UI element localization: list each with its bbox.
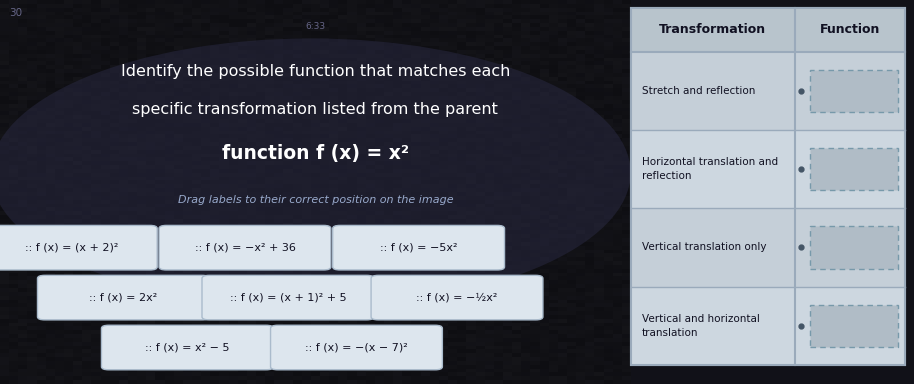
FancyBboxPatch shape [159, 225, 331, 270]
Bar [631, 208, 905, 286]
FancyBboxPatch shape [37, 275, 209, 320]
Bar [810, 148, 898, 190]
Bar [810, 226, 898, 268]
Text: Stretch and reflection: Stretch and reflection [642, 86, 755, 96]
FancyBboxPatch shape [271, 325, 442, 370]
Text: Identify the possible function that matches each: Identify the possible function that matc… [121, 63, 510, 79]
Bar [631, 8, 905, 365]
Bar [631, 8, 905, 52]
Text: specific transformation listed from the parent: specific transformation listed from the … [133, 102, 498, 117]
FancyBboxPatch shape [371, 275, 543, 320]
FancyBboxPatch shape [0, 225, 157, 270]
Text: 6:33: 6:33 [305, 22, 325, 31]
Text: :: f (x) = −5x²: :: f (x) = −5x² [380, 243, 457, 253]
Bar [810, 305, 898, 347]
Text: Drag labels to their correct position on the image: Drag labels to their correct position on… [177, 195, 453, 205]
Text: 30: 30 [9, 8, 22, 18]
Text: Transformation: Transformation [659, 23, 767, 36]
Bar [631, 286, 905, 365]
Text: :: f (x) = −(x − 7)²: :: f (x) = −(x − 7)² [305, 343, 408, 353]
FancyBboxPatch shape [333, 225, 505, 270]
Text: :: f (x) = 2x²: :: f (x) = 2x² [90, 293, 157, 303]
Text: :: f (x) = −x² + 36: :: f (x) = −x² + 36 [195, 243, 295, 253]
Text: Vertical and horizontal
translation: Vertical and horizontal translation [642, 314, 760, 338]
Bar [631, 130, 905, 208]
Text: Horizontal translation and
reflection: Horizontal translation and reflection [642, 157, 778, 181]
Bar [631, 8, 905, 365]
Bar [631, 52, 905, 130]
Ellipse shape [0, 38, 631, 307]
FancyBboxPatch shape [101, 325, 273, 370]
Text: :: f (x) = (x + 1)² + 5: :: f (x) = (x + 1)² + 5 [229, 293, 346, 303]
Text: :: f (x) = x² − 5: :: f (x) = x² − 5 [145, 343, 229, 353]
Text: :: f (x) = (x + 2)²: :: f (x) = (x + 2)² [25, 243, 118, 253]
Text: Vertical translation only: Vertical translation only [642, 242, 766, 252]
Text: function f (x) = x²: function f (x) = x² [222, 144, 409, 163]
FancyBboxPatch shape [202, 275, 374, 320]
Text: :: f (x) = −½x²: :: f (x) = −½x² [416, 293, 498, 303]
Text: Function: Function [820, 23, 880, 36]
Bar [810, 70, 898, 112]
